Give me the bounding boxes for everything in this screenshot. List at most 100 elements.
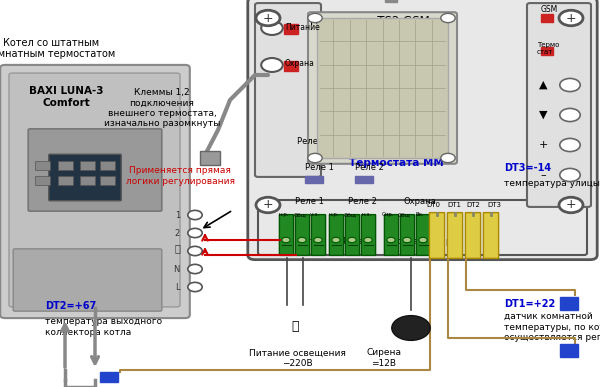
Bar bbox=[560, 297, 578, 310]
Text: Охрана: Охрана bbox=[386, 237, 419, 247]
Text: DT3=-14: DT3=-14 bbox=[504, 163, 551, 173]
Text: Термо
стат: Термо стат bbox=[537, 42, 559, 55]
Text: DT1: DT1 bbox=[445, 239, 460, 248]
Bar bbox=[35, 161, 50, 170]
Text: Реле 1: Реле 1 bbox=[305, 163, 334, 171]
FancyBboxPatch shape bbox=[28, 129, 162, 211]
Circle shape bbox=[256, 197, 280, 213]
Text: DT2: DT2 bbox=[464, 239, 479, 248]
Text: Реле 1: Реле 1 bbox=[297, 237, 326, 247]
FancyBboxPatch shape bbox=[308, 12, 457, 164]
Circle shape bbox=[560, 108, 580, 122]
FancyBboxPatch shape bbox=[466, 212, 481, 259]
Text: N: N bbox=[173, 264, 180, 274]
Bar bbox=[541, 47, 553, 55]
Text: Охрана: Охрана bbox=[285, 60, 315, 68]
Text: н.з.: н.з. bbox=[310, 212, 320, 217]
Bar bbox=[560, 344, 578, 357]
Circle shape bbox=[560, 79, 580, 92]
FancyBboxPatch shape bbox=[527, 3, 591, 207]
Text: Реле 2: Реле 2 bbox=[345, 137, 374, 146]
Text: Питание освещения
−220В: Питание освещения −220В bbox=[248, 348, 346, 368]
Text: Реле 1: Реле 1 bbox=[297, 137, 326, 146]
Circle shape bbox=[188, 228, 202, 238]
Text: Термостат TS2 GSM: Термостат TS2 GSM bbox=[308, 15, 430, 28]
Text: +: + bbox=[263, 199, 274, 212]
FancyBboxPatch shape bbox=[295, 215, 310, 255]
Text: Реле 1: Реле 1 bbox=[295, 197, 324, 207]
Circle shape bbox=[348, 237, 356, 243]
Text: DT3: DT3 bbox=[484, 239, 499, 248]
Circle shape bbox=[560, 168, 580, 182]
FancyBboxPatch shape bbox=[317, 18, 448, 158]
Bar bbox=[80, 176, 95, 185]
Bar bbox=[541, 14, 553, 22]
Bar bbox=[355, 176, 373, 183]
Text: Сирена
=12В: Сирена =12В bbox=[367, 348, 401, 368]
Circle shape bbox=[188, 211, 202, 220]
FancyBboxPatch shape bbox=[255, 3, 321, 177]
Circle shape bbox=[560, 139, 580, 152]
Bar bbox=[385, 0, 397, 2]
FancyBboxPatch shape bbox=[448, 212, 463, 259]
FancyBboxPatch shape bbox=[0, 65, 190, 318]
Circle shape bbox=[188, 264, 202, 274]
FancyBboxPatch shape bbox=[385, 215, 398, 255]
Circle shape bbox=[387, 237, 395, 243]
FancyBboxPatch shape bbox=[329, 215, 344, 255]
Text: Модификация
Термостата ММ: Модификация Термостата ММ bbox=[349, 146, 443, 168]
Circle shape bbox=[392, 316, 430, 341]
Circle shape bbox=[419, 237, 427, 243]
Text: –: – bbox=[540, 170, 546, 180]
FancyBboxPatch shape bbox=[49, 154, 121, 201]
Circle shape bbox=[298, 237, 306, 243]
Text: DT2: DT2 bbox=[466, 202, 480, 208]
Text: н.р.: н.р. bbox=[278, 212, 289, 217]
FancyBboxPatch shape bbox=[280, 215, 293, 255]
Text: +: + bbox=[538, 140, 548, 150]
Text: н.з.: н.з. bbox=[361, 212, 371, 217]
Bar bbox=[100, 161, 115, 170]
FancyBboxPatch shape bbox=[346, 215, 359, 255]
FancyBboxPatch shape bbox=[361, 215, 376, 255]
Text: температура улицы: температура улицы bbox=[504, 179, 600, 188]
Bar bbox=[200, 151, 220, 165]
Text: DT1=+22: DT1=+22 bbox=[504, 299, 555, 309]
FancyBboxPatch shape bbox=[13, 249, 162, 311]
Text: Общ: Общ bbox=[398, 212, 410, 217]
Text: 2: 2 bbox=[175, 228, 180, 238]
Circle shape bbox=[559, 10, 583, 26]
Text: Охрана: Охрана bbox=[403, 197, 436, 207]
Text: Котел со штатным
комнатным термостатом: Котел со штатным комнатным термостатом bbox=[0, 38, 116, 59]
Text: ▼: ▼ bbox=[539, 110, 547, 120]
Text: температура выходного
коллектора котла: температура выходного коллектора котла bbox=[45, 317, 162, 337]
Text: Применяется прямая
логики регулирования: Применяется прямая логики регулирования bbox=[125, 166, 235, 186]
Bar bbox=[58, 161, 73, 170]
Text: BAXI LUNA-3
Comfort: BAXI LUNA-3 Comfort bbox=[29, 86, 103, 108]
Bar bbox=[284, 24, 298, 34]
Text: DT2=+67: DT2=+67 bbox=[45, 301, 96, 311]
Bar bbox=[100, 176, 115, 185]
Text: 1: 1 bbox=[175, 211, 180, 219]
Text: Общ: Общ bbox=[343, 212, 356, 217]
Bar bbox=[58, 176, 73, 185]
Text: 🔦: 🔦 bbox=[291, 320, 299, 333]
Circle shape bbox=[441, 153, 455, 163]
Bar bbox=[284, 61, 298, 71]
Text: GSM: GSM bbox=[541, 5, 558, 14]
Text: Клеммы 1,2
подключения
внешнего термостата,
изначально разомкнуты: Клеммы 1,2 подключения внешнего термоста… bbox=[104, 88, 220, 128]
Circle shape bbox=[188, 283, 202, 292]
FancyBboxPatch shape bbox=[258, 200, 587, 255]
Bar bbox=[100, 372, 118, 382]
Text: н.р.: н.р. bbox=[329, 212, 340, 217]
Text: +: + bbox=[566, 12, 577, 24]
Circle shape bbox=[403, 237, 411, 243]
Text: DT1: DT1 bbox=[447, 202, 461, 208]
Bar bbox=[80, 161, 95, 170]
Circle shape bbox=[256, 10, 280, 26]
FancyBboxPatch shape bbox=[484, 212, 499, 259]
Circle shape bbox=[188, 247, 202, 256]
FancyBboxPatch shape bbox=[400, 215, 415, 255]
Text: Вх.: Вх. bbox=[416, 212, 424, 217]
Text: DT3: DT3 bbox=[487, 202, 501, 208]
